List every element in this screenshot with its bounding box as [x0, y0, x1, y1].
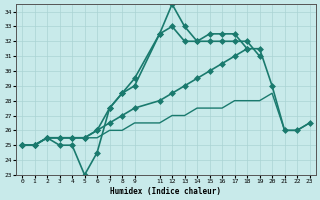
X-axis label: Humidex (Indice chaleur): Humidex (Indice chaleur)	[110, 187, 221, 196]
